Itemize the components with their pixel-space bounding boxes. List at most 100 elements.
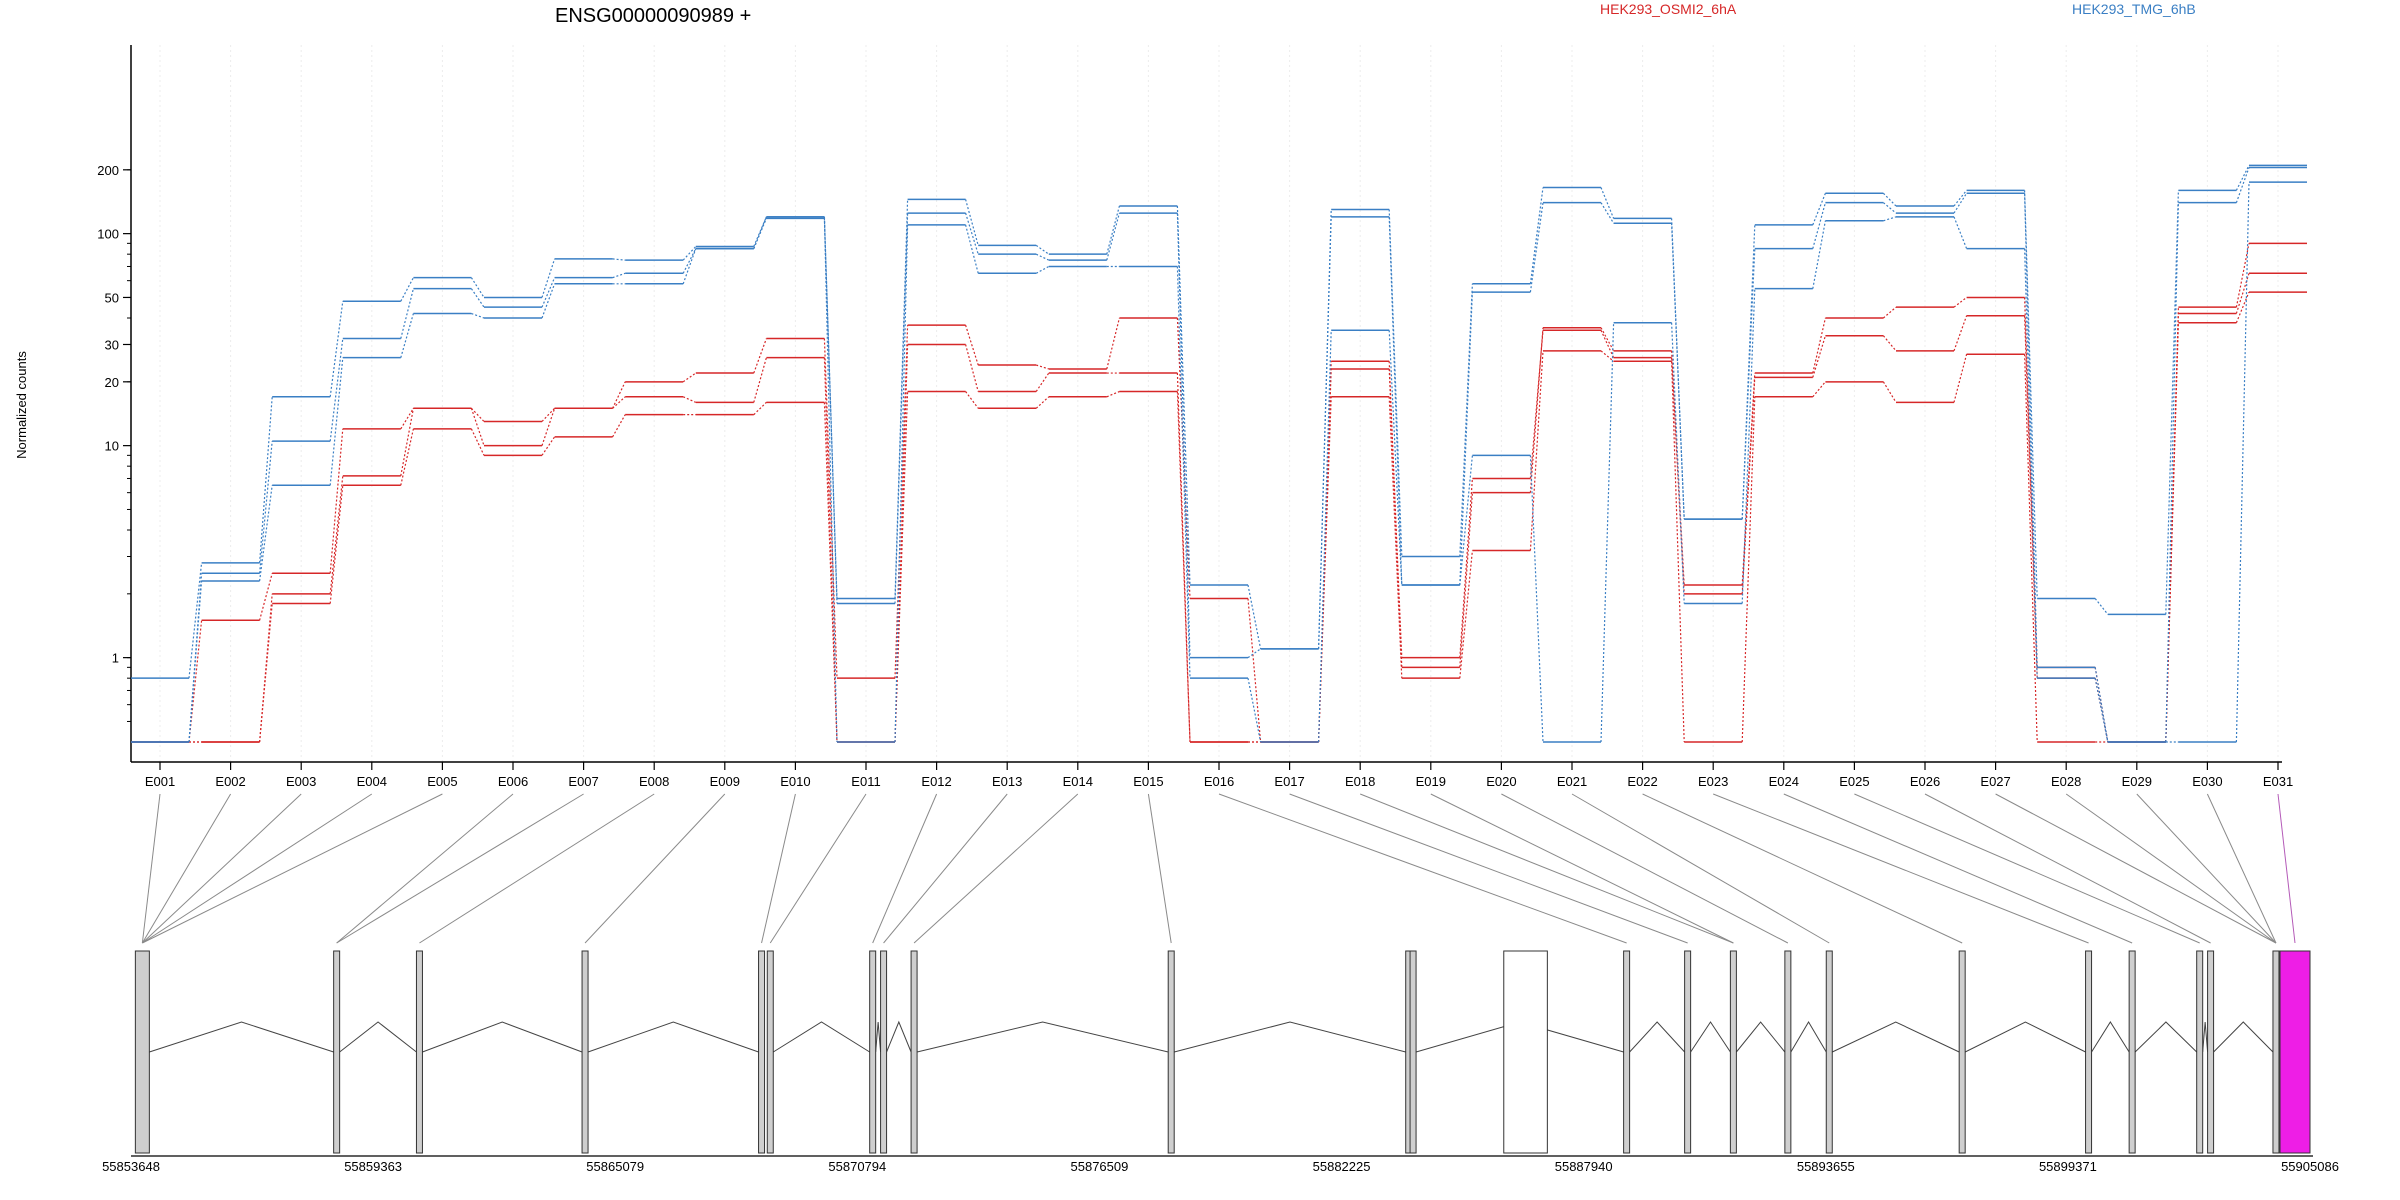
series-connector: [612, 414, 626, 438]
series-connector: [541, 408, 556, 446]
intron: [875, 1021, 882, 1053]
intron: [1790, 1021, 1827, 1053]
series-connector: [541, 277, 556, 308]
y-tick-label: 50: [105, 290, 119, 305]
series-connector: [1106, 390, 1120, 398]
series-connector: [259, 603, 273, 743]
x-tick-label: E012: [921, 774, 951, 789]
gene-model: 55853648 55859363 55865079 55870794 55876509…: [102, 950, 2339, 1174]
series-connector: [682, 396, 697, 403]
series-connector: [1106, 317, 1120, 370]
series-connector: [1812, 335, 1826, 378]
series-connector: [1459, 492, 1473, 668]
series-connector: [965, 391, 979, 409]
series-lines: [131, 164, 2307, 743]
x-tick-label: E013: [992, 774, 1022, 789]
exon-box: [758, 950, 766, 1154]
series-connector: [612, 381, 626, 409]
x-tick-label: E005: [427, 774, 457, 789]
exon-box: [2272, 950, 2280, 1154]
x-tick-label: E006: [498, 774, 528, 789]
series-connector: [2235, 243, 2250, 308]
legend-item-osmi2: HEK293_OSMI2_6hA: [1600, 1, 1737, 17]
exon-box: [766, 950, 774, 1154]
x-tick-label: E031: [2263, 774, 2293, 789]
series-connector: [1953, 315, 1968, 352]
series-connector: [965, 199, 979, 246]
series-connector: [1459, 550, 1473, 679]
intron: [1629, 1021, 1685, 1053]
series-connector: [1388, 209, 1403, 557]
series-connector: [1953, 354, 1968, 403]
series-connector: [894, 391, 909, 743]
series-connector: [471, 312, 485, 319]
series-connector: [1106, 205, 1120, 255]
series-connector: [1247, 678, 1262, 743]
series-connector: [259, 593, 273, 743]
intron: [1174, 1021, 1406, 1053]
series-connector: [1953, 189, 1968, 207]
series-connector: [2235, 165, 2250, 191]
exon-box: [581, 950, 589, 1154]
x-tick-label: E003: [286, 774, 316, 789]
series-connector: [965, 344, 979, 392]
exon-box: [880, 950, 888, 1154]
series-connector: [1388, 330, 1403, 586]
gridlines: [159, 45, 2279, 762]
intron: [1735, 1021, 1786, 1053]
x-tick-label: E001: [145, 774, 175, 789]
coordinate-label: 55870794: [828, 1159, 886, 1174]
x-tick-label: E030: [2192, 774, 2222, 789]
y-tick-label: 200: [97, 163, 119, 178]
series-connector: [400, 277, 414, 302]
exon-connector: [1783, 793, 2133, 944]
series-connector: [2024, 193, 2038, 668]
series-connector: [1529, 330, 1544, 479]
exon-box: [1503, 950, 1548, 1154]
series-connector: [1953, 216, 1968, 249]
exon-box: [2085, 950, 2093, 1154]
series-connector: [188, 620, 203, 743]
series-connector: [1459, 478, 1473, 658]
intron: [916, 1021, 1169, 1053]
series-connector: [259, 573, 273, 621]
exon-connector: [1924, 793, 2211, 944]
exon-box: [333, 950, 341, 1154]
exon-connector: [336, 793, 514, 944]
y-tick-label: 30: [105, 337, 119, 352]
intron: [2202, 1021, 2209, 1053]
series-connector: [1600, 187, 1615, 219]
series-connector: [400, 407, 414, 430]
series-connector: [1741, 396, 1756, 743]
series-connector: [1883, 216, 1897, 222]
series-connector: [1529, 327, 1544, 493]
series-connector: [1671, 223, 1685, 520]
series-connector: [1812, 381, 1826, 398]
series-connector: [1388, 368, 1403, 658]
series-connector: [2235, 167, 2250, 203]
x-tick-label: E016: [1204, 774, 1234, 789]
exon-connector: [883, 793, 1008, 944]
series-connector: [1459, 283, 1473, 557]
coordinate-label: 55865079: [586, 1159, 644, 1174]
exon-connector: [872, 793, 938, 944]
series-connector: [2165, 190, 2179, 615]
x-tick-label: E002: [215, 774, 245, 789]
series-connector: [1883, 306, 1897, 319]
y-tick-label: 1: [112, 651, 119, 666]
series-connector: [2094, 598, 2109, 615]
coordinate-label: 55905086: [2281, 1159, 2339, 1174]
coordinate-label: 55882225: [1313, 1159, 1371, 1174]
exon-connector: [1713, 793, 2089, 944]
exon-connector: [1571, 793, 1830, 944]
intron: [1690, 1021, 1731, 1053]
series-connector: [1600, 350, 1614, 362]
series-connector: [1529, 350, 1544, 551]
exon-box: [1409, 950, 1417, 1154]
series-connector: [541, 283, 556, 319]
exon-box: [2128, 950, 2136, 1154]
series-connector: [682, 372, 697, 383]
series-connector: [1176, 266, 1191, 679]
exon-connector: [584, 793, 726, 944]
